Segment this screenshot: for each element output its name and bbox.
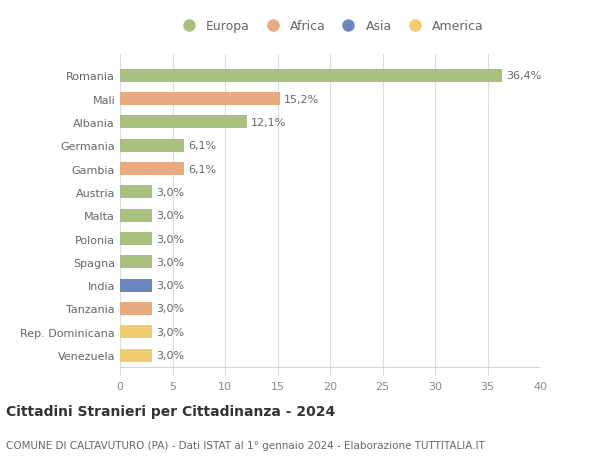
Bar [120, 186, 151, 199]
Text: 3,0%: 3,0% [156, 187, 184, 197]
Bar [120, 116, 247, 129]
Text: 3,0%: 3,0% [156, 350, 184, 360]
Text: 3,0%: 3,0% [156, 280, 184, 291]
Bar [120, 163, 184, 176]
Text: 3,0%: 3,0% [156, 327, 184, 337]
Text: 3,0%: 3,0% [156, 304, 184, 314]
Bar [120, 302, 151, 315]
Bar [120, 140, 184, 152]
Text: 15,2%: 15,2% [284, 95, 319, 104]
Bar [120, 233, 151, 246]
Text: 6,1%: 6,1% [188, 164, 217, 174]
Text: 3,0%: 3,0% [156, 257, 184, 267]
Text: 36,4%: 36,4% [506, 71, 542, 81]
Bar [120, 349, 151, 362]
Text: COMUNE DI CALTAVUTURO (PA) - Dati ISTAT al 1° gennaio 2024 - Elaborazione TUTTIT: COMUNE DI CALTAVUTURO (PA) - Dati ISTAT … [6, 440, 485, 450]
Text: 3,0%: 3,0% [156, 234, 184, 244]
Bar [120, 70, 502, 83]
Text: 3,0%: 3,0% [156, 211, 184, 221]
Text: Cittadini Stranieri per Cittadinanza - 2024: Cittadini Stranieri per Cittadinanza - 2… [6, 404, 335, 418]
Bar [120, 279, 151, 292]
Bar [120, 93, 280, 106]
Bar [120, 209, 151, 222]
Text: 6,1%: 6,1% [188, 141, 217, 151]
Legend: Europa, Africa, Asia, America: Europa, Africa, Asia, America [172, 17, 488, 37]
Bar [120, 256, 151, 269]
Text: 12,1%: 12,1% [251, 118, 287, 128]
Bar [120, 326, 151, 338]
